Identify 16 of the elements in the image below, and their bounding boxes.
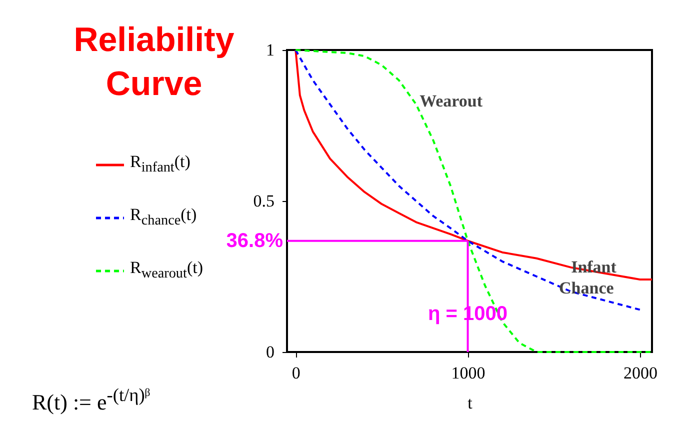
x-axis-title: t — [468, 394, 473, 412]
legend-label: R$_{infant}$(t) — [130, 152, 190, 176]
annotation: Chance — [559, 278, 614, 298]
text: R(t) := e$^{-(t/η)ᵝ}$ — [32, 385, 150, 416]
y-tick-label: 1 — [266, 40, 274, 60]
x-tick-label: 2000 — [623, 364, 658, 382]
x-tick-label: 1000 — [451, 364, 486, 382]
x-tick-label: 0 — [292, 364, 300, 382]
annotation: Wearout — [420, 91, 483, 110]
ref-line-label: 36.8% — [226, 230, 284, 252]
y-tick-label: 0 — [266, 342, 274, 362]
legend-label: R$_{wearout}$(t) — [130, 258, 203, 282]
legend-label: R$_{chance}$(t) — [130, 205, 197, 229]
line-series — [294, 49, 653, 353]
chart-title: Reliability Curve — [74, 21, 234, 104]
y-tick-label: 0.5 — [253, 192, 274, 210]
